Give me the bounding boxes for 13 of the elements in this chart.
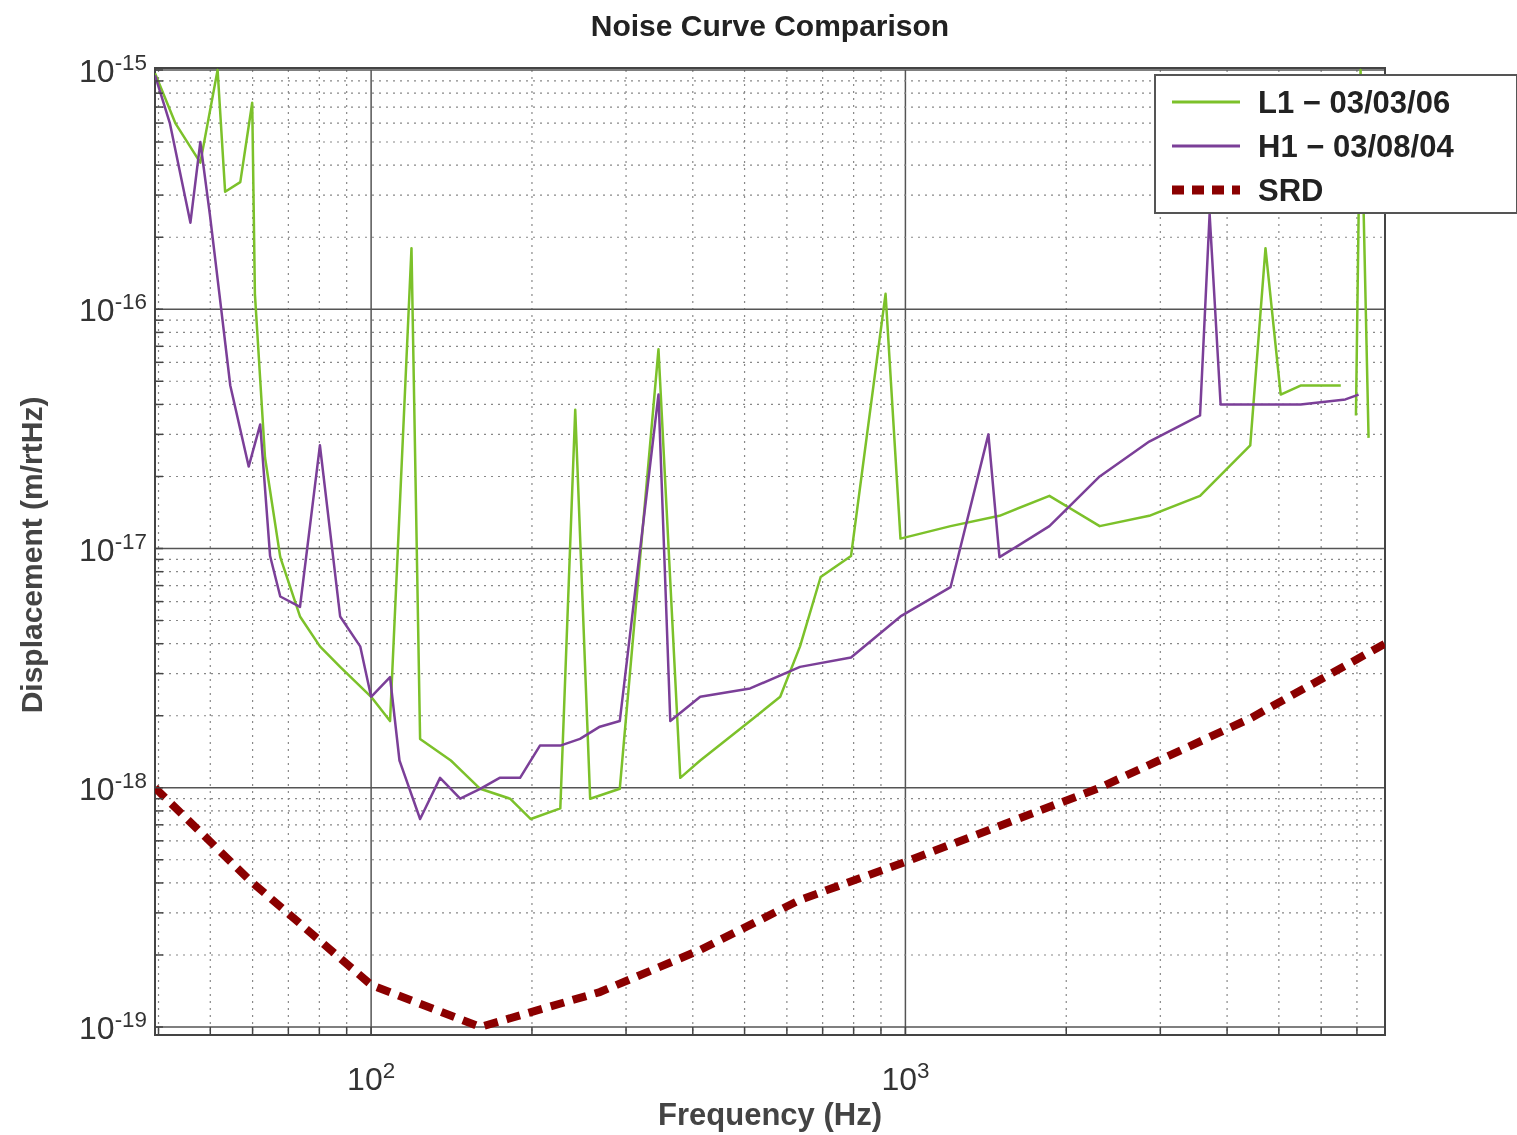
y-axis-title: Displacement (m/rtHz) bbox=[15, 396, 48, 714]
chart-title: Noise Curve Comparison bbox=[590, 9, 950, 42]
x-tick-label: 10$^{3}$ bbox=[881, 1057, 930, 1097]
legend-label: SRD bbox=[1258, 173, 1324, 208]
y-tick-label: 10$^{-17}$ bbox=[79, 528, 147, 568]
x-tick-label: 10$^{2}$ bbox=[347, 1057, 396, 1097]
y-tick-label: 10$^{-15}$ bbox=[79, 49, 147, 89]
legend-label: H1 − 03/08/04 bbox=[1258, 129, 1455, 164]
y-tick-label: 10$^{-19}$ bbox=[79, 1006, 147, 1046]
y-tick-label: 10$^{-18}$ bbox=[79, 767, 147, 807]
y-tick-label: 10$^{-16}$ bbox=[79, 288, 147, 329]
legend-label: L1 − 03/03/06 bbox=[1258, 85, 1451, 120]
x-axis-title: Frequency (Hz) bbox=[658, 1097, 882, 1132]
